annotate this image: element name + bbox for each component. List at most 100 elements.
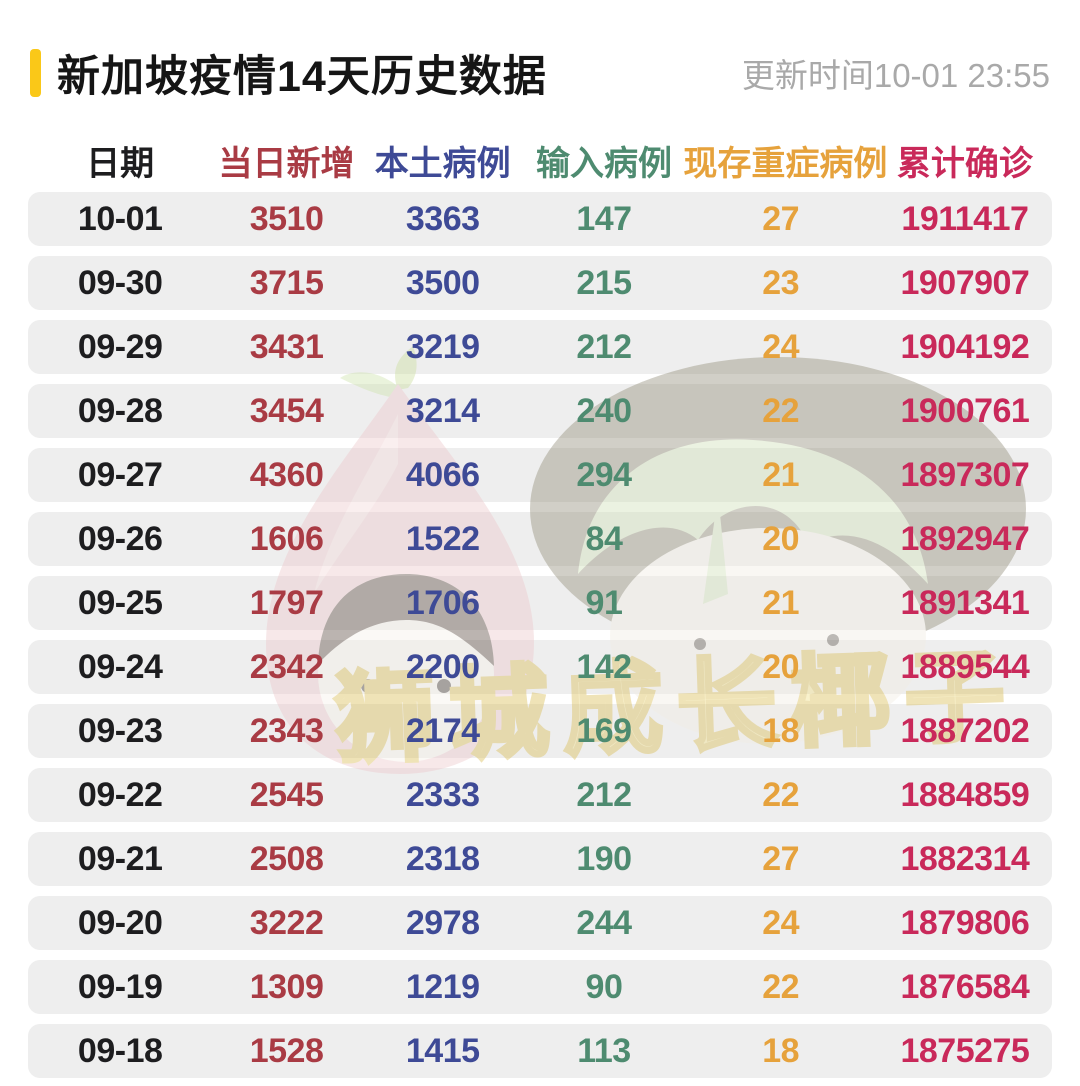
cell-imported: 215 bbox=[576, 263, 632, 302]
cell-local: 1219 bbox=[405, 967, 480, 1006]
cell-new: 3510 bbox=[249, 199, 324, 238]
cell-total: 1900761 bbox=[900, 391, 1030, 430]
covid-history-table: 日期 当日新增 本土病例 输入病例 现存重症病例 累计确诊 10-01 3510 3363 14… bbox=[28, 136, 1052, 1086]
cell-total: 1882314 bbox=[900, 839, 1030, 878]
cell-total: 1907907 bbox=[900, 263, 1030, 302]
cell-date: 09-18 bbox=[77, 1031, 163, 1070]
cell-imported: 244 bbox=[576, 903, 632, 942]
table-row: 09-22 2545 2333 212 22 1884859 bbox=[28, 768, 1052, 822]
table-row: 09-23 2343 2174 169 18 1887202 bbox=[28, 704, 1052, 758]
cell-local: 1522 bbox=[405, 519, 480, 558]
cell-new: 2545 bbox=[249, 775, 324, 814]
cell-local: 1415 bbox=[405, 1031, 480, 1070]
cell-date: 09-22 bbox=[77, 775, 163, 814]
table-row: 09-20 3222 2978 244 24 1879806 bbox=[28, 896, 1052, 950]
cell-local: 3363 bbox=[405, 199, 480, 238]
cell-imported: 294 bbox=[576, 455, 632, 494]
column-header-severe: 现存重症病例 bbox=[683, 145, 888, 183]
column-header-imported: 输入病例 bbox=[535, 145, 672, 183]
cell-local: 3214 bbox=[405, 391, 480, 430]
cell-imported: 147 bbox=[576, 199, 632, 238]
column-header-total: 累计确诊 bbox=[896, 145, 1033, 183]
cell-date: 09-21 bbox=[77, 839, 163, 878]
cell-severe: 22 bbox=[762, 775, 800, 814]
cell-date: 09-19 bbox=[77, 967, 163, 1006]
cell-severe: 18 bbox=[762, 711, 800, 750]
cell-imported: 169 bbox=[576, 711, 632, 750]
table-row: 09-21 2508 2318 190 27 1882314 bbox=[28, 832, 1052, 886]
cell-severe: 21 bbox=[762, 583, 800, 622]
cell-date: 09-28 bbox=[77, 391, 163, 430]
cell-imported: 84 bbox=[585, 519, 623, 558]
cell-severe: 22 bbox=[762, 391, 800, 430]
cell-new: 2343 bbox=[249, 711, 324, 750]
cell-severe: 23 bbox=[762, 263, 800, 302]
page-title: 新加坡疫情14天历史数据 bbox=[57, 53, 547, 101]
cell-local: 2333 bbox=[405, 775, 480, 814]
table-row: 09-24 2342 2200 142 20 1889544 bbox=[28, 640, 1052, 694]
cell-date: 09-26 bbox=[77, 519, 163, 558]
table-row: 09-28 3454 3214 240 22 1900761 bbox=[28, 384, 1052, 438]
cell-severe: 27 bbox=[762, 199, 800, 238]
cell-local: 1706 bbox=[405, 583, 480, 622]
cell-severe: 22 bbox=[762, 967, 800, 1006]
cell-new: 1309 bbox=[249, 967, 324, 1006]
cell-severe: 20 bbox=[762, 647, 800, 686]
cell-date: 09-29 bbox=[77, 327, 163, 366]
cell-severe: 24 bbox=[762, 903, 800, 942]
cell-local: 2318 bbox=[405, 839, 480, 878]
cell-date: 10-01 bbox=[77, 199, 163, 238]
table-row: 10-01 3510 3363 147 27 1911417 bbox=[28, 192, 1052, 246]
cell-new: 3431 bbox=[249, 327, 324, 366]
cell-imported: 212 bbox=[576, 775, 632, 814]
cell-total: 1884859 bbox=[900, 775, 1030, 814]
cell-local: 2174 bbox=[405, 711, 480, 750]
cell-new: 3454 bbox=[249, 391, 324, 430]
table-row: 09-29 3431 3219 212 24 1904192 bbox=[28, 320, 1052, 374]
table-row: 09-18 1528 1415 113 18 1875275 bbox=[28, 1024, 1052, 1078]
cell-total: 1891341 bbox=[900, 583, 1030, 622]
cell-total: 1875275 bbox=[900, 1031, 1030, 1070]
cell-total: 1876584 bbox=[900, 967, 1030, 1006]
cell-new: 3715 bbox=[249, 263, 324, 302]
cell-imported: 113 bbox=[577, 1031, 631, 1070]
cell-local: 3500 bbox=[405, 263, 480, 302]
cell-total: 1889544 bbox=[900, 647, 1030, 686]
cell-severe: 21 bbox=[762, 455, 800, 494]
cell-local: 3219 bbox=[405, 327, 480, 366]
table-row: 09-25 1797 1706 91 21 1891341 bbox=[28, 576, 1052, 630]
update-time: 更新时间10-01 23:55 bbox=[741, 57, 1050, 94]
cell-total: 1887202 bbox=[900, 711, 1030, 750]
column-header-new: 当日新增 bbox=[218, 145, 355, 183]
cell-local: 2200 bbox=[405, 647, 480, 686]
cell-severe: 20 bbox=[762, 519, 800, 558]
cell-imported: 90 bbox=[585, 967, 623, 1006]
cell-local: 4066 bbox=[405, 455, 480, 494]
cell-new: 3222 bbox=[249, 903, 324, 942]
table-row: 09-27 4360 4066 294 21 1897307 bbox=[28, 448, 1052, 502]
column-header-date: 日期 bbox=[86, 145, 155, 183]
cell-date: 09-30 bbox=[77, 263, 163, 302]
cell-date: 09-20 bbox=[77, 903, 163, 942]
table-row: 09-30 3715 3500 215 23 1907907 bbox=[28, 256, 1052, 310]
column-header-local: 本土病例 bbox=[374, 145, 511, 183]
cell-total: 1892947 bbox=[900, 519, 1030, 558]
page-header: 新加坡疫情14天历史数据 更新时间10-01 23:55 bbox=[30, 42, 1050, 104]
cell-date: 09-25 bbox=[77, 583, 163, 622]
cell-total: 1904192 bbox=[900, 327, 1030, 366]
cell-imported: 190 bbox=[576, 839, 632, 878]
cell-date: 09-24 bbox=[77, 647, 163, 686]
cell-new: 4360 bbox=[249, 455, 324, 494]
cell-imported: 212 bbox=[576, 327, 632, 366]
cell-imported: 142 bbox=[576, 647, 632, 686]
title-accent-bar bbox=[30, 49, 41, 97]
cell-total: 1897307 bbox=[900, 455, 1030, 494]
cell-total: 1879806 bbox=[900, 903, 1030, 942]
cell-imported: 240 bbox=[576, 391, 632, 430]
cell-imported: 91 bbox=[585, 583, 623, 622]
table-body: 10-01 3510 3363 147 27 1911417 09-30 3715 3500 21… bbox=[28, 192, 1052, 1078]
cell-severe: 18 bbox=[762, 1031, 800, 1070]
cell-new: 2342 bbox=[249, 647, 324, 686]
cell-severe: 24 bbox=[762, 327, 800, 366]
